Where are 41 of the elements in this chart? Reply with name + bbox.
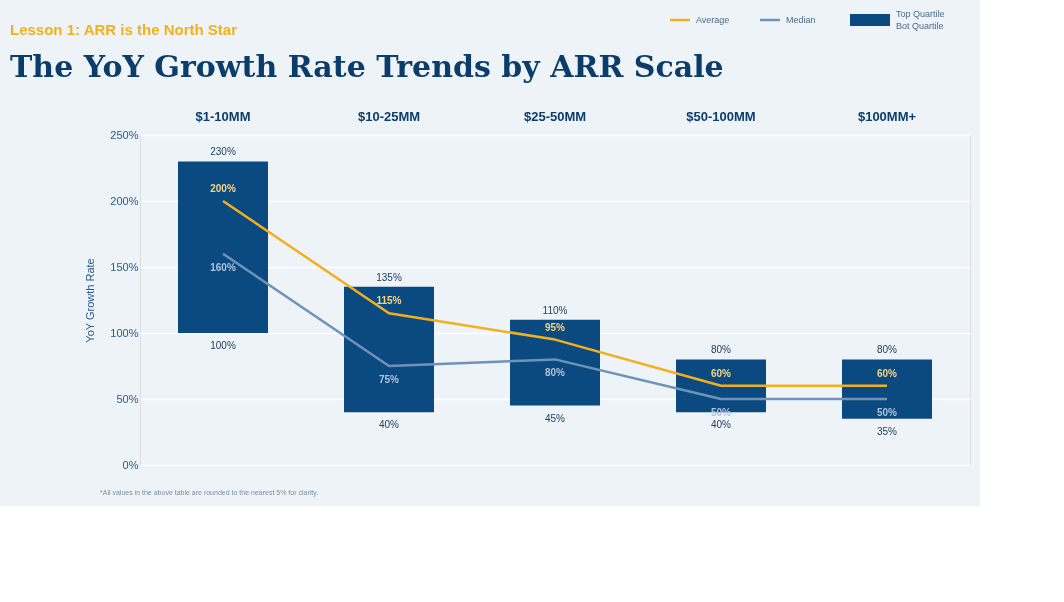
data-label: 200% [210, 183, 236, 194]
y-tick-label: 200% [110, 194, 139, 207]
annotation: 135% [376, 271, 402, 283]
x-tick-label: $50-100MM [686, 108, 756, 124]
annotation: 80% [710, 344, 732, 356]
annotation: 80% [876, 344, 898, 356]
annotation: 100% [210, 340, 236, 351]
data-label: 115% [376, 295, 402, 307]
data-label: 95% [544, 321, 566, 333]
annotation: 230% [210, 146, 236, 158]
x-tick-label: $1-10MM [195, 108, 251, 124]
chart-title: The YoY Growth Rate Trends by ARR Scale [10, 49, 724, 84]
annotation: 40% [378, 419, 400, 431]
y-tick-label: 50% [116, 392, 139, 405]
x-tick-label: $10-25MM [357, 108, 421, 124]
data-label: 80% [544, 367, 566, 379]
y-tick-label: 100% [110, 326, 139, 339]
bar [178, 161, 268, 333]
y-tick-label: 250% [110, 128, 139, 141]
legend-label: Average [696, 15, 730, 25]
annotation: 45% [544, 412, 566, 424]
legend-label: Median [786, 15, 816, 25]
annotation: 35% [876, 425, 898, 437]
y-axis-title: YoY Growth Rate [84, 258, 97, 343]
bar [842, 359, 932, 419]
bar [344, 286, 434, 413]
chart-subtitle: Lesson 1: ARR is the North Star [10, 21, 238, 38]
annotation: 110% [542, 304, 568, 316]
data-label: 50% [876, 407, 898, 418]
y-tick-label: 150% [110, 260, 139, 273]
x-tick-label: $25-50MM [523, 108, 587, 124]
x-tick-label: $100MM+ [857, 108, 917, 124]
annotation: 40% [710, 419, 732, 431]
legend-label: Top Quartile [896, 9, 945, 19]
y-tick-label: 0% [122, 458, 139, 471]
data-label: 60% [876, 367, 898, 379]
data-label: 60% [710, 367, 732, 379]
text: Bot Quartile [896, 21, 944, 31]
data-label: 75% [378, 374, 400, 385]
data-label: 160% [210, 261, 236, 273]
bar [510, 319, 600, 406]
